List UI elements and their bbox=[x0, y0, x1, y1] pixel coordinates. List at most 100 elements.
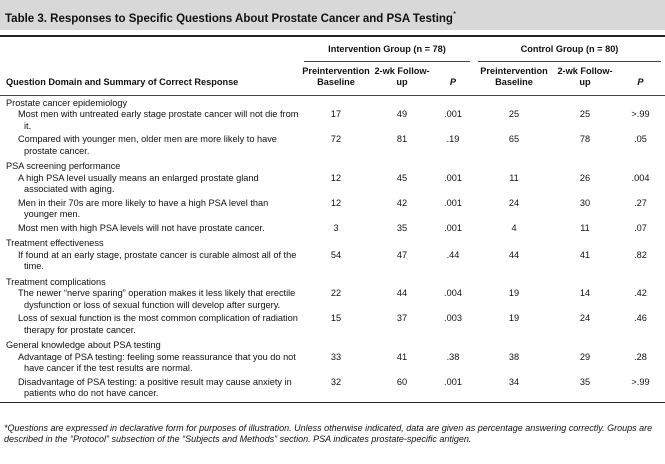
cell-value: 14 bbox=[579, 288, 591, 298]
group-header: Control Group (n = 80) bbox=[474, 36, 665, 62]
column-header: Preintervention Baseline bbox=[300, 61, 372, 96]
cell-value: 54 bbox=[330, 249, 342, 260]
section-row: Treatment effectiveness bbox=[0, 236, 665, 250]
cell-value: .003 bbox=[444, 313, 462, 323]
section-title: PSA screening performance bbox=[6, 161, 121, 171]
column-header: P bbox=[616, 61, 665, 96]
item-row: Men in their 70s are more likely to have… bbox=[0, 198, 665, 223]
cell-value: .001 bbox=[444, 109, 462, 119]
cell-value: .001 bbox=[444, 222, 462, 233]
title-mark: * bbox=[452, 10, 457, 19]
group-label: Control Group (n = 80) bbox=[478, 37, 661, 62]
cell-value: 41 bbox=[579, 249, 591, 260]
cell-value: 47 bbox=[396, 249, 408, 260]
table: Intervention Group (n = 78) Control Group… bbox=[0, 35, 665, 403]
cell-value: 25 bbox=[579, 109, 591, 119]
cell-value: 25 bbox=[508, 109, 520, 119]
cell-value: 60 bbox=[396, 376, 408, 387]
cell-value: 37 bbox=[396, 313, 408, 323]
cell-value: 19 bbox=[508, 288, 520, 298]
cell-value: 42 bbox=[396, 197, 408, 208]
cell-value: .38 bbox=[446, 351, 460, 362]
item-row: A high PSA level usually means an enlarg… bbox=[0, 173, 665, 198]
cell-value: .27 bbox=[634, 197, 647, 208]
item-row: Disadvantage of PSA testing: a positive … bbox=[0, 377, 665, 403]
cell-value: 11 bbox=[580, 222, 590, 233]
cell-value: .44 bbox=[446, 249, 460, 260]
cell-value: 81 bbox=[396, 134, 408, 144]
question: Disadvantage of PSA testing: a positive … bbox=[18, 376, 292, 399]
cell-value: 33 bbox=[330, 351, 342, 362]
cell-value: 15 bbox=[330, 313, 342, 323]
cell-value: >.99 bbox=[631, 376, 650, 387]
cell-value: 4 bbox=[511, 222, 517, 233]
section-title: Treatment effectiveness bbox=[6, 238, 104, 248]
column-header: 2-wk Follow-up bbox=[372, 61, 432, 96]
cell-value: 41 bbox=[396, 351, 408, 362]
cell-value: 45 bbox=[396, 172, 408, 183]
section-row: General knowledge about PSA testing bbox=[0, 338, 665, 352]
cell-value: 78 bbox=[579, 134, 591, 144]
cell-value: 26 bbox=[579, 172, 591, 183]
cell-value: .05 bbox=[634, 134, 647, 144]
question: Compared with younger men, older men are… bbox=[18, 134, 277, 156]
cell-value: .07 bbox=[634, 222, 647, 233]
cell-value: 24 bbox=[508, 197, 520, 208]
cell-value: 19 bbox=[508, 313, 520, 323]
cell-value: 29 bbox=[579, 351, 591, 362]
cell-value: .42 bbox=[634, 288, 647, 298]
item-row: Most men with high PSA levels will not h… bbox=[0, 223, 665, 237]
item-row: If found at an early stage, prostate can… bbox=[0, 250, 665, 275]
cell-value: 11 bbox=[509, 172, 519, 183]
cell-value: 32 bbox=[330, 376, 342, 387]
section-title: Treatment complications bbox=[6, 276, 106, 287]
cell-value: 34 bbox=[508, 376, 520, 387]
cell-value: 35 bbox=[396, 222, 408, 233]
cell-value: .46 bbox=[634, 313, 647, 323]
cell-value: 30 bbox=[579, 197, 591, 208]
cell-value: .28 bbox=[634, 351, 647, 362]
cell-value: .001 bbox=[444, 376, 462, 387]
cell-value: .001 bbox=[444, 172, 462, 183]
cell-value: .19 bbox=[446, 134, 460, 144]
question: Men in their 70s are more likely to have… bbox=[18, 197, 269, 220]
section-title: General knowledge about PSA testing bbox=[6, 340, 161, 350]
cell-value: 22 bbox=[330, 288, 342, 298]
cell-value: .001 bbox=[444, 197, 462, 208]
title: Table 3. Responses to Specific Questions… bbox=[5, 12, 453, 25]
item-row: Compared with younger men, older men are… bbox=[0, 134, 665, 159]
blank bbox=[0, 36, 300, 62]
group-label: Intervention Group (n = 78) bbox=[304, 37, 470, 62]
question: Loss of sexual function is the most comm… bbox=[18, 313, 298, 335]
question: The newer “nerve sparing” operation make… bbox=[18, 288, 296, 310]
cell-value: 3 bbox=[333, 222, 339, 233]
cell-value: .004 bbox=[444, 288, 462, 298]
cell-value: 38 bbox=[508, 351, 520, 362]
cell-value: 72 bbox=[330, 134, 342, 144]
item-row: Advantage of PSA testing: feeling some r… bbox=[0, 352, 665, 377]
footnote: *Questions are expressed in declarative … bbox=[4, 422, 653, 445]
cell-value: 35 bbox=[579, 376, 591, 387]
cell-value: .82 bbox=[634, 249, 647, 260]
cell-value: 44 bbox=[396, 288, 408, 298]
column-header: P bbox=[432, 61, 474, 96]
group-header: Intervention Group (n = 78) bbox=[300, 36, 474, 62]
cell-value: 65 bbox=[508, 134, 520, 144]
title-bar: Table 3. Responses to Specific Questions… bbox=[0, 0, 665, 30]
cell-value: >.99 bbox=[631, 109, 650, 119]
question: Most men with untreated early stage pros… bbox=[18, 109, 299, 131]
item-row: The newer “nerve sparing” operation make… bbox=[0, 288, 665, 313]
cell-value: 17 bbox=[330, 109, 342, 119]
cell-value: 12 bbox=[330, 197, 342, 208]
cell-value: 24 bbox=[579, 313, 591, 323]
item-row: Loss of sexual function is the most comm… bbox=[0, 313, 665, 338]
column-header: Preintervention Baseline bbox=[474, 61, 554, 96]
cell-value: 49 bbox=[396, 109, 408, 119]
question: Advantage of PSA testing: feeling some r… bbox=[18, 351, 296, 374]
section-row: Prostate cancer epidemiology bbox=[0, 95, 665, 109]
question: Most men with high PSA levels will not h… bbox=[18, 222, 265, 233]
item-row: Most men with untreated early stage pros… bbox=[0, 109, 665, 134]
question: If found at an early stage, prostate can… bbox=[18, 249, 297, 272]
question: A high PSA level usually means an enlarg… bbox=[18, 172, 259, 195]
column-header: 2-wk Follow-up bbox=[554, 61, 616, 96]
